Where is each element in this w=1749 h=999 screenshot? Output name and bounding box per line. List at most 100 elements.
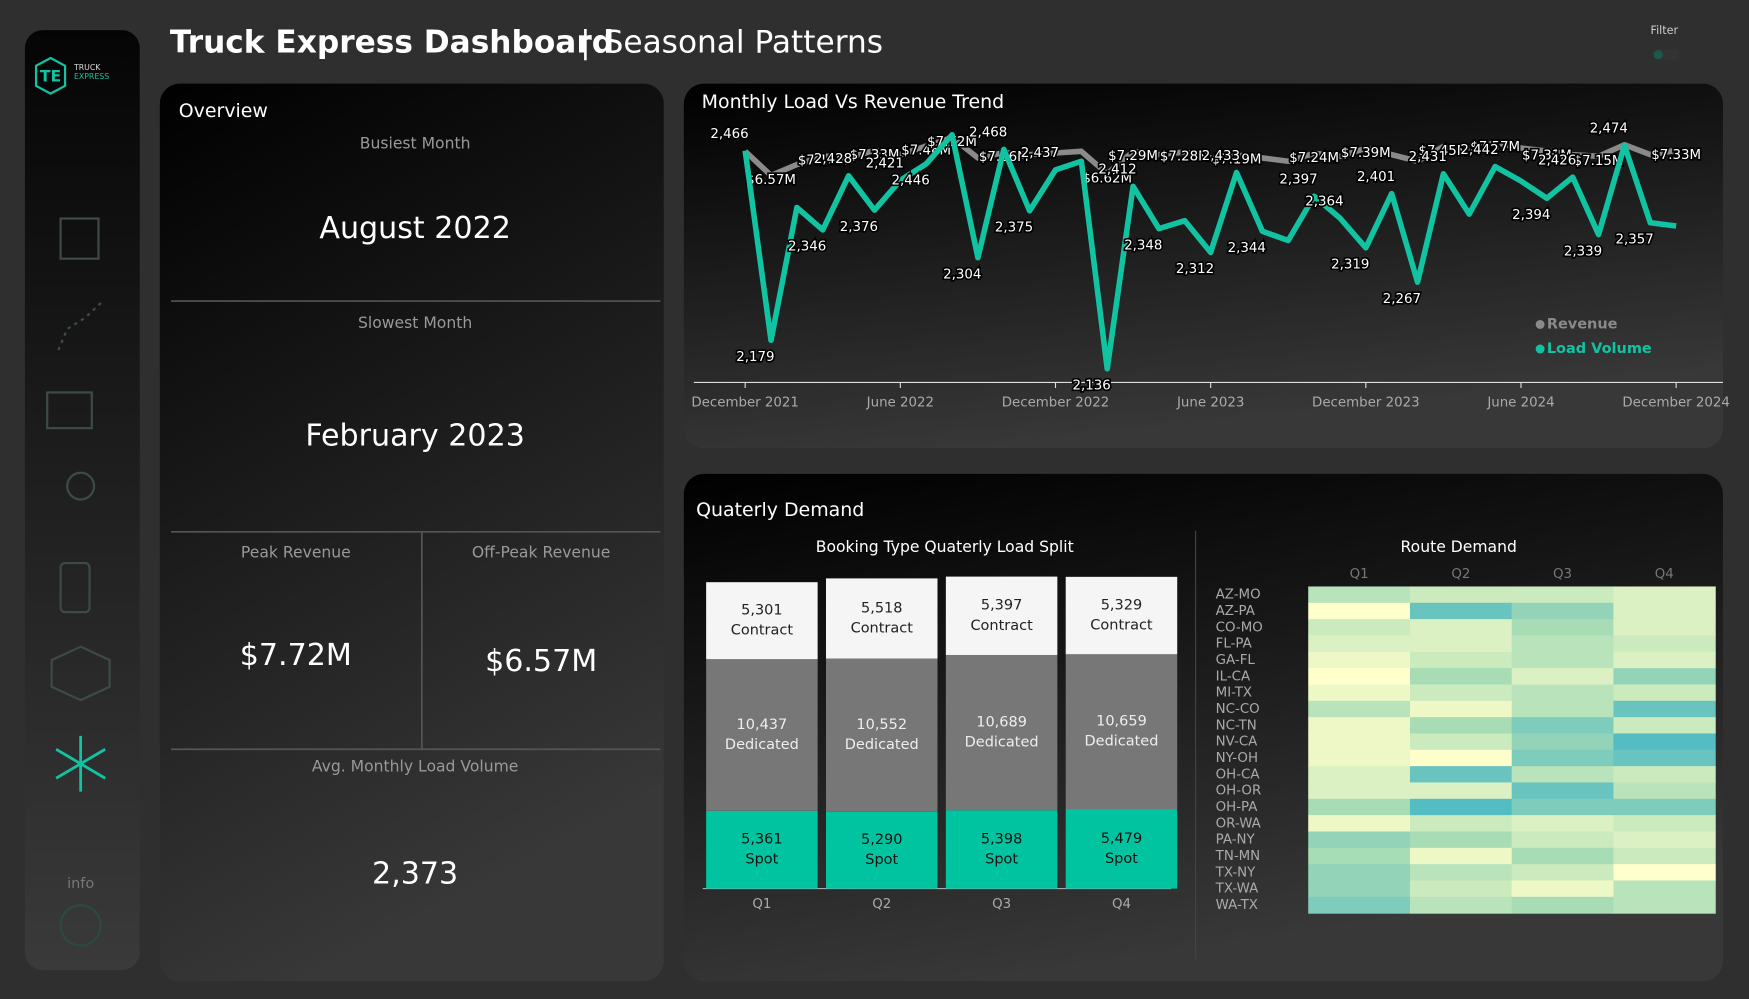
row-label: AZ-MO bbox=[1216, 588, 1261, 603]
heat-cell bbox=[1308, 880, 1411, 898]
segment-name: Dedicated bbox=[725, 737, 799, 753]
heat-cell bbox=[1409, 700, 1513, 718]
data-label: 5,301 bbox=[741, 603, 782, 619]
data-label: $7.33M bbox=[1651, 148, 1701, 163]
heat-cell bbox=[1409, 602, 1513, 620]
row-label: CO-MO bbox=[1216, 620, 1263, 635]
info-label: info bbox=[67, 876, 94, 892]
data-label: $7.19M bbox=[1212, 152, 1262, 167]
data-label: 5,329 bbox=[1101, 598, 1142, 614]
nav-icons bbox=[46, 217, 111, 702]
heat-cell bbox=[1613, 847, 1716, 865]
legend-marker bbox=[1535, 344, 1545, 354]
heat-cell bbox=[1511, 864, 1614, 882]
nav-icon[interactable] bbox=[57, 300, 104, 351]
heat-cell bbox=[1409, 880, 1513, 898]
data-label: 2,319 bbox=[1331, 258, 1369, 273]
data-label: 2,344 bbox=[1228, 241, 1266, 256]
heat-cell bbox=[1308, 651, 1411, 669]
filter-knob[interactable] bbox=[1653, 50, 1663, 60]
data-label: 5,398 bbox=[981, 831, 1022, 847]
nav-icon[interactable] bbox=[46, 391, 93, 430]
brand: TRUCK bbox=[73, 63, 101, 72]
row-label: AZ-PA bbox=[1216, 604, 1256, 619]
data-label: 5,290 bbox=[861, 832, 902, 848]
brand: EXPRESS bbox=[74, 72, 109, 81]
nav-icon[interactable] bbox=[59, 217, 100, 260]
card-label: Avg. Monthly Load Volume bbox=[312, 758, 519, 776]
data-label: 2,466 bbox=[710, 127, 748, 142]
trend-panel bbox=[683, 83, 1723, 449]
heat-cell bbox=[1409, 896, 1513, 914]
data-label: 2,179 bbox=[736, 350, 774, 365]
heat-cell bbox=[1409, 749, 1513, 767]
heat-cell bbox=[1511, 798, 1614, 816]
heat-cell bbox=[1613, 602, 1716, 620]
row-label: NV-CA bbox=[1216, 735, 1258, 750]
data-label: $7.16M bbox=[798, 153, 848, 168]
x-tick-label: December 2022 bbox=[1002, 395, 1110, 410]
x-tick-label: December 2023 bbox=[1312, 395, 1420, 410]
nav-icon[interactable] bbox=[59, 561, 91, 614]
heat-cell bbox=[1511, 635, 1614, 653]
heat-cell bbox=[1409, 733, 1513, 751]
heat-cell bbox=[1308, 602, 1411, 620]
row-label: GA-FL bbox=[1216, 653, 1256, 668]
data-label: 2,348 bbox=[1124, 238, 1162, 253]
nav-icon[interactable] bbox=[50, 645, 111, 702]
heat-cell bbox=[1613, 749, 1716, 767]
segment-name: Contract bbox=[970, 618, 1033, 634]
heat-cell bbox=[1409, 815, 1513, 833]
data-label: 2,376 bbox=[840, 220, 878, 235]
data-label: 2,431 bbox=[1409, 150, 1447, 165]
data-label: 2,446 bbox=[891, 174, 929, 189]
series-line bbox=[743, 134, 1677, 179]
x-tick-label: December 2024 bbox=[1622, 395, 1730, 410]
heat-cell bbox=[1613, 782, 1716, 800]
heat-cell bbox=[1409, 831, 1513, 849]
data-label: 2,267 bbox=[1383, 292, 1421, 307]
segment-name: Spot bbox=[1105, 851, 1138, 867]
heat-cell bbox=[1511, 668, 1614, 686]
x-tick-label: Q3 bbox=[992, 897, 1011, 912]
heat-cell bbox=[1613, 798, 1716, 816]
heat-cell bbox=[1409, 668, 1513, 686]
heat-cell bbox=[1409, 847, 1513, 865]
segment-name: Contract bbox=[731, 623, 794, 639]
data-label: $7.57M bbox=[1470, 140, 1520, 155]
heat-cell bbox=[1613, 586, 1716, 604]
data-label: 2,397 bbox=[1279, 173, 1317, 188]
heat-cell bbox=[1613, 766, 1716, 784]
row-label: FL-PA bbox=[1216, 637, 1253, 652]
bar-segment bbox=[825, 811, 938, 889]
active-nav[interactable] bbox=[55, 735, 106, 792]
bar-segment bbox=[825, 578, 938, 659]
heat-cell bbox=[1308, 864, 1411, 882]
nav-icon[interactable] bbox=[66, 471, 96, 501]
row-label: NC-TN bbox=[1216, 718, 1257, 733]
legend-label: Load Volume bbox=[1547, 341, 1652, 357]
x-tick-label: December 2021 bbox=[691, 395, 799, 410]
heat-cell bbox=[1409, 619, 1513, 637]
heat-cell bbox=[1308, 896, 1411, 914]
heat-cell bbox=[1511, 766, 1614, 784]
column-label: Q3 bbox=[1553, 567, 1572, 582]
bar-segment bbox=[706, 582, 818, 660]
heat-cell bbox=[1409, 864, 1513, 882]
row-label: PA-NY bbox=[1216, 833, 1256, 848]
heat-cell bbox=[1613, 880, 1716, 898]
data-label: 2,437 bbox=[1021, 146, 1059, 161]
card-value: $6.57M bbox=[485, 644, 597, 679]
column-label: Q1 bbox=[1350, 567, 1369, 582]
row-label: OH-CA bbox=[1216, 767, 1261, 782]
data-label: $7.39M bbox=[1341, 146, 1391, 161]
heat-cell bbox=[1409, 635, 1513, 653]
data-label: 5,361 bbox=[741, 832, 782, 848]
card-value: $7.72M bbox=[240, 638, 352, 673]
heat-cell bbox=[1511, 619, 1614, 637]
heat-cell bbox=[1409, 798, 1513, 816]
row-label: OH-PA bbox=[1216, 800, 1259, 815]
data-label: 2,468 bbox=[969, 126, 1007, 141]
card-label: Slowest Month bbox=[358, 314, 472, 332]
info-button[interactable] bbox=[59, 904, 102, 947]
